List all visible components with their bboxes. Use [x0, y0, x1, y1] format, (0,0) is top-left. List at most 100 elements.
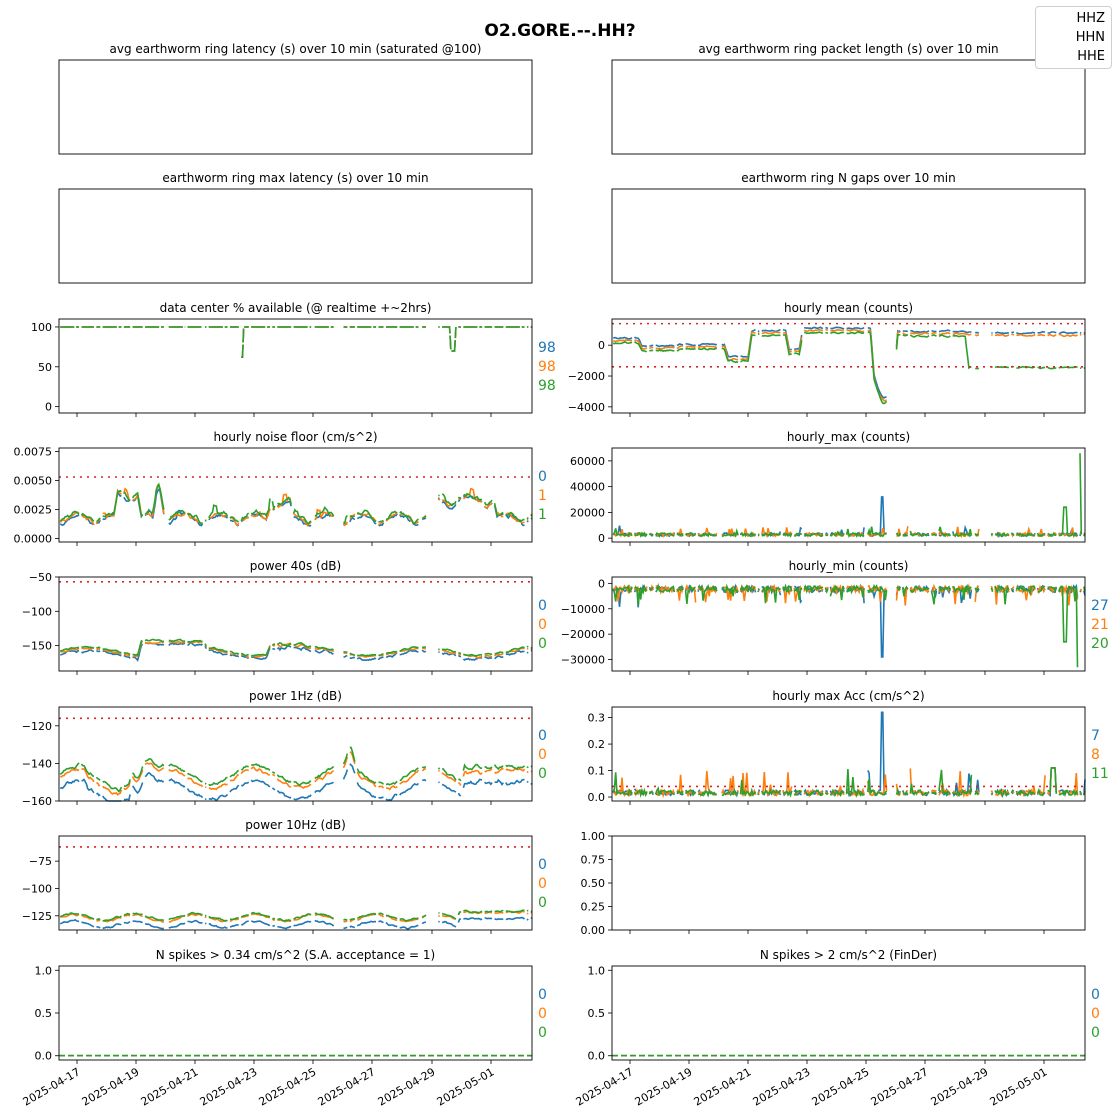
- series-line-hhe: [59, 482, 533, 526]
- y-tick-label: −2000: [568, 370, 605, 383]
- axes-frame: [58, 59, 533, 155]
- subplot-title: N spikes > 0.34 cm/s^2 (S.A. acceptance …: [156, 948, 435, 962]
- subplot-p0: avg earthworm ring latency (s) over 10 m…: [58, 42, 533, 155]
- subplot-p1: avg earthworm ring packet length (s) ove…: [611, 42, 1086, 155]
- y-tick-label: −100: [22, 605, 52, 618]
- subplot-p2: earthworm ring max latency (s) over 10 m…: [58, 171, 533, 284]
- series-count-annotation: 11: [1091, 766, 1109, 782]
- axes-frame: [58, 188, 533, 284]
- x-tick-label: 2025-04-23: [751, 1065, 813, 1108]
- subplot-title: hourly max Acc (cm/s^2): [772, 689, 924, 703]
- y-tick-label: −100: [22, 882, 52, 895]
- series-line-hhe: [612, 767, 1086, 799]
- x-tick-label: 2025-04-23: [198, 1065, 260, 1108]
- axes-frame: [611, 576, 1086, 672]
- subplot-title: power 1Hz (dB): [249, 689, 342, 703]
- series-count-annotation: 0: [538, 766, 547, 782]
- series-line-hhz: [612, 583, 1086, 658]
- axes-frame: [611, 835, 1086, 931]
- y-tick-label: −75: [29, 855, 52, 868]
- subplot-title: earthworm ring max latency (s) over 10 m…: [162, 171, 428, 185]
- x-tick-label: 2025-04-29: [929, 1065, 991, 1108]
- y-tick-label: 0.0050: [14, 474, 53, 487]
- series-count-annotation: 98: [538, 359, 556, 375]
- subplot-p11: hourly max Acc (cm/s^2) 0.0 0.1 0.2 0.3 7 8 11: [588, 689, 1109, 805]
- series-count-annotation: 0: [538, 469, 547, 485]
- subplot-p9: hourly_min (counts) −30000 −20000 −10000 0 27…: [561, 559, 1109, 675]
- series-line-hhn: [59, 484, 533, 527]
- y-tick-label: 0.0: [588, 1050, 606, 1063]
- series-count-annotation: 0: [538, 987, 547, 1003]
- axes-frame: [58, 706, 533, 802]
- axes-frame: [611, 188, 1086, 284]
- series-line-hhe: [59, 638, 533, 657]
- subplot-p12: power 10Hz (dB) −75 −100 −125 0 0 0: [22, 818, 547, 934]
- y-tick-label: 0: [598, 532, 605, 545]
- legend-item-hhn: HHN: [1075, 30, 1105, 45]
- axes-frame: [58, 576, 533, 672]
- series-count-annotation: 0: [1091, 1006, 1100, 1022]
- subplot-p6: hourly noise floor (cm/s^2) 0.0000 0.0025 0…: [14, 430, 547, 546]
- x-tick-label: 2025-04-21: [139, 1065, 201, 1108]
- x-tick-label: 2025-05-01: [435, 1065, 497, 1108]
- series-count-annotation: 8: [1091, 747, 1100, 763]
- series-count-annotation: 0: [538, 636, 547, 652]
- axes-frame: [58, 318, 533, 414]
- axes-frame: [611, 318, 1086, 414]
- y-tick-label: −120: [22, 720, 52, 733]
- y-tick-label: 100: [31, 321, 52, 334]
- y-tick-label: 0.0025: [14, 504, 53, 517]
- x-tick-label: 2025-04-17: [574, 1065, 636, 1108]
- y-tick-label: 0.0075: [14, 445, 53, 458]
- axes-frame: [611, 447, 1086, 543]
- series-line-hhz: [59, 488, 533, 527]
- series-line-hhe: [59, 746, 533, 793]
- y-tick-label: −4000: [568, 401, 605, 414]
- y-tick-label: 1.0: [35, 964, 53, 977]
- series-count-annotation: 7: [1091, 728, 1100, 744]
- x-tick-label: 2025-04-19: [633, 1065, 695, 1108]
- series-count-annotation: 27: [1091, 598, 1109, 614]
- series-line-hhe: [60, 326, 532, 358]
- y-tick-label: 0.5: [35, 1007, 53, 1020]
- series-line-hhz: [613, 326, 1086, 399]
- y-tick-label: 50: [38, 361, 52, 374]
- y-tick-label: −50: [29, 571, 52, 584]
- series-count-annotation: 1: [538, 507, 547, 523]
- series-count-annotation: 21: [1091, 617, 1109, 633]
- y-tick-label: 0.75: [581, 854, 606, 867]
- series-line-hhn: [60, 326, 532, 358]
- subplot-title: power 40s (dB): [250, 559, 341, 573]
- axes-frame: [58, 965, 533, 1061]
- series-line-hhz: [60, 641, 533, 662]
- subplot-title: avg earthworm ring packet length (s) ove…: [698, 42, 998, 56]
- series-line-hhz: [59, 916, 533, 930]
- series-line-hhe: [612, 453, 1086, 538]
- subplot-p5: hourly mean (counts) −4000 −2000 0: [568, 301, 1086, 417]
- subplot-p3: earthworm ring N gaps over 10 min: [611, 171, 1086, 284]
- subplot-title: N spikes > 2 cm/s^2 (FinDer): [760, 948, 937, 962]
- y-tick-label: −160: [22, 795, 52, 808]
- axes-frame: [611, 59, 1086, 155]
- axes-frame: [58, 447, 533, 543]
- legend-item-hhe: HHE: [1077, 49, 1105, 64]
- subplot-title: hourly mean (counts): [784, 301, 913, 315]
- figure-title: O2.GORE.--.HH?: [484, 21, 635, 41]
- y-tick-label: −10000: [561, 603, 605, 616]
- y-tick-label: 0.2: [588, 738, 606, 751]
- x-tick-label: 2025-04-19: [80, 1065, 142, 1108]
- y-tick-label: 0.3: [588, 712, 606, 725]
- series-count-annotation: 0: [538, 747, 547, 763]
- y-tick-label: −20000: [561, 628, 605, 641]
- legend: HHZ HHN HHE: [1035, 6, 1112, 69]
- x-tick-label: 2025-04-25: [810, 1065, 872, 1108]
- series-line-hhe: [59, 909, 533, 922]
- series-line-hhe: [612, 582, 1086, 668]
- series-line-hhn: [613, 328, 1086, 402]
- series-count-annotation: 0: [538, 857, 547, 873]
- y-tick-label: 0: [45, 401, 52, 414]
- x-tick-label: 2025-05-01: [988, 1065, 1050, 1108]
- series-count-annotation: 0: [538, 895, 547, 911]
- subplot-title: avg earthworm ring latency (s) over 10 m…: [110, 42, 482, 56]
